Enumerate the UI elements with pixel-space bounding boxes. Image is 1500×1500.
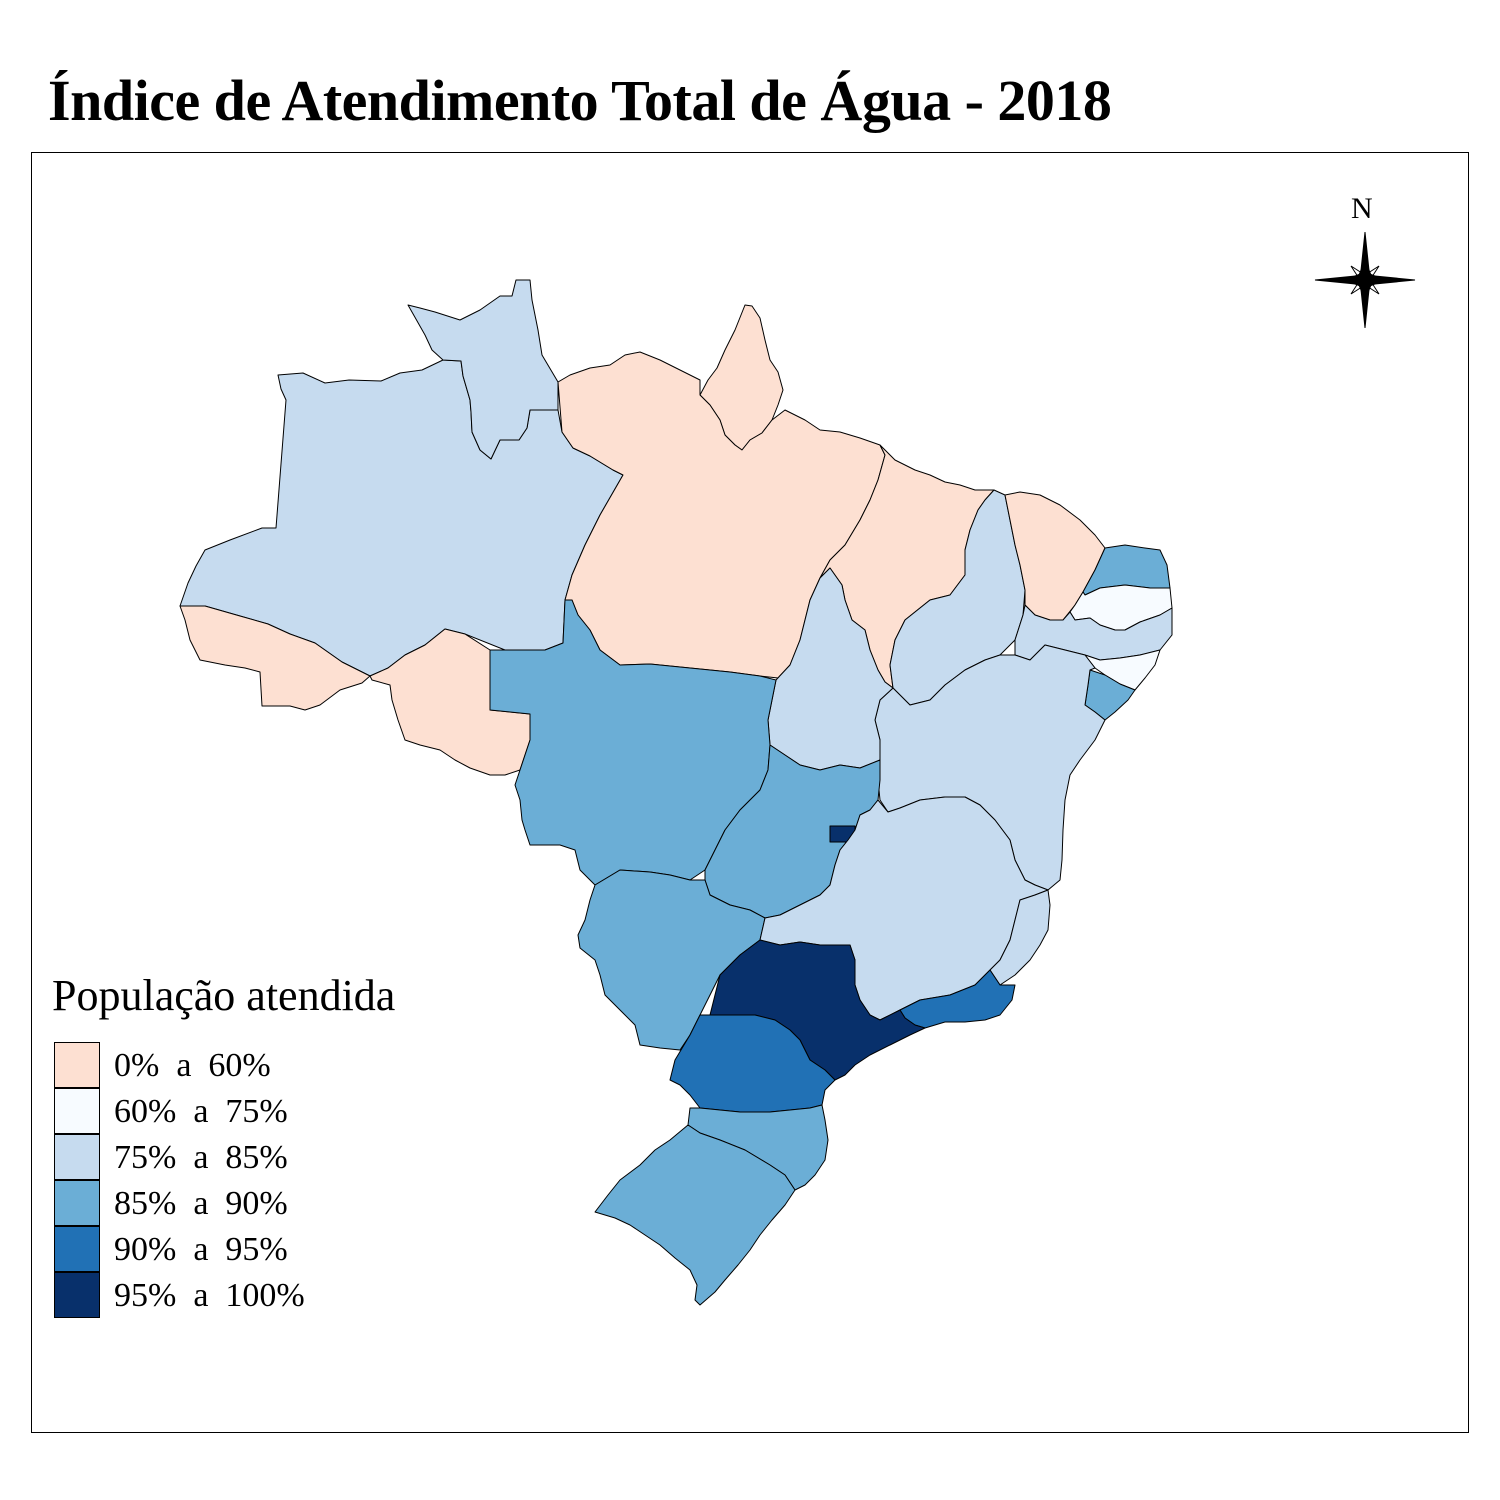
legend-items: 0% a 60% 60% a 75% 75% a 85% 85% a 90% 9… <box>54 1042 354 1318</box>
legend-item: 0% a 60% <box>54 1042 354 1088</box>
legend-label: 0% a 60% <box>114 1047 271 1084</box>
legend-item: 95% a 100% <box>54 1272 354 1318</box>
north-arrow-icon <box>1314 231 1416 329</box>
state-al <box>1084 649 1161 691</box>
map-title: Índice de Atendimento Total de Água - 20… <box>48 68 1112 133</box>
state-rs <box>594 1124 796 1306</box>
legend-title: População atendida <box>52 971 396 1020</box>
legend: População atendida 0% a 60% 60% a 75% 75… <box>52 971 396 1318</box>
legend-label: 90% a 95% <box>114 1231 288 1268</box>
legend-label: 75% a 85% <box>114 1139 288 1176</box>
legend-swatch <box>54 1088 100 1134</box>
north-label: N <box>1351 192 1373 225</box>
legend-item: 60% a 75% <box>54 1088 354 1134</box>
legend-swatch <box>54 1134 100 1180</box>
legend-item: 85% a 90% <box>54 1180 354 1226</box>
map-frame <box>31 152 1469 1433</box>
legend-label: 85% a 90% <box>114 1185 288 1222</box>
legend-item: 90% a 95% <box>54 1226 354 1272</box>
legend-swatch <box>54 1180 100 1226</box>
state-ac <box>179 605 371 711</box>
legend-item: 75% a 85% <box>54 1134 354 1180</box>
legend-swatch <box>54 1042 100 1088</box>
legend-label: 60% a 75% <box>114 1093 288 1130</box>
state-rr <box>407 279 559 460</box>
legend-label: 95% a 100% <box>114 1277 305 1314</box>
legend-swatch <box>54 1226 100 1272</box>
legend-swatch <box>54 1272 100 1318</box>
